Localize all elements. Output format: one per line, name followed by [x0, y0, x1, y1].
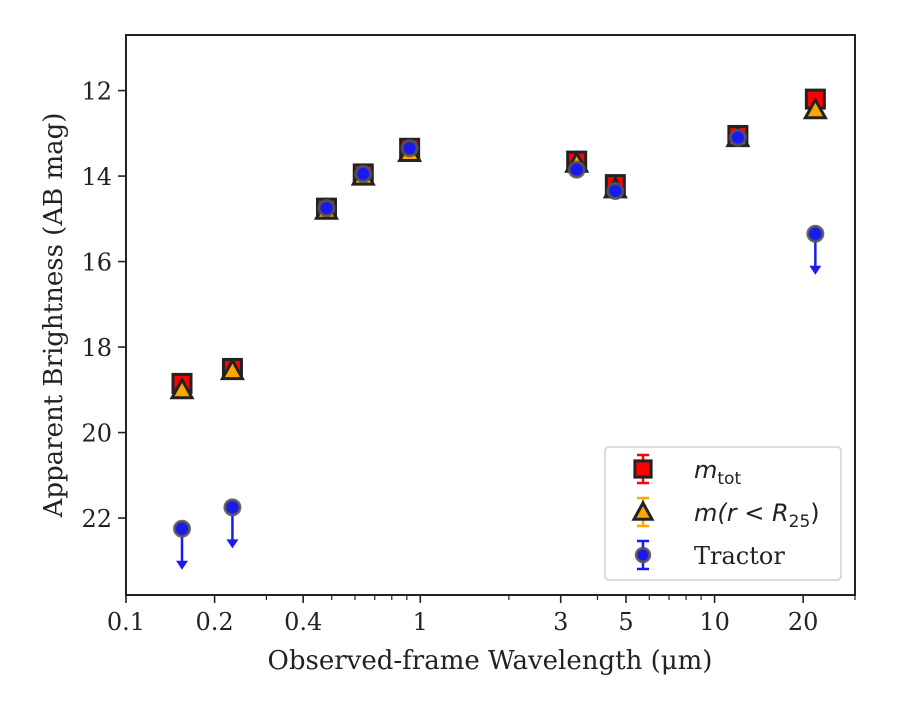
- x-tick-label: 10: [699, 608, 730, 636]
- legend-label: m(r < R25): [694, 499, 820, 532]
- y-tick-label: 12: [81, 78, 112, 106]
- y-axis-label: Apparent Brightness (AB mag): [39, 113, 69, 519]
- x-tick-label: 0.1: [107, 608, 145, 636]
- point-circle: [400, 139, 419, 158]
- point-circle: [223, 498, 242, 517]
- data-points-layer: [169, 88, 828, 570]
- x-tick-label: 5: [618, 608, 633, 636]
- legend-marker-square: [633, 459, 653, 479]
- legend-label: mtot: [694, 456, 741, 489]
- x-tick-label: 20: [788, 608, 819, 636]
- x-tick-label: 1: [413, 608, 428, 636]
- plot-frame: [125, 34, 856, 596]
- x-tick-label: 3: [553, 608, 568, 636]
- upper-limit-arrow-head: [226, 539, 239, 549]
- legend: mtot m(r < R25) Tractor: [604, 446, 842, 581]
- upper-limit-arrow-head: [809, 265, 822, 275]
- x-tick-label: 0.4: [284, 608, 322, 636]
- point-circle: [806, 224, 825, 243]
- y-tick-label: 14: [81, 163, 112, 191]
- y-tick-label: 22: [81, 505, 112, 533]
- upper-limit-arrow-head: [176, 560, 189, 570]
- legend-label: Tractor: [694, 542, 785, 570]
- point-triangle: [219, 357, 246, 381]
- y-tick-label: 18: [81, 334, 112, 362]
- y-tick-label: 16: [81, 249, 112, 277]
- point-circle: [606, 182, 625, 201]
- point-circle: [173, 519, 192, 538]
- legend-box: [604, 446, 842, 581]
- x-tick-label: 0.2: [196, 608, 234, 636]
- point-circle: [728, 128, 747, 147]
- legend-marker-circle: [634, 546, 652, 564]
- y-tick-label: 20: [81, 420, 112, 448]
- legend-marker-triangle: [631, 499, 655, 521]
- x-axis-label: Observed-frame Wavelength (μm): [268, 646, 713, 676]
- point-circle: [317, 199, 336, 218]
- axes-layer: 0.1 0.2 0.4 1 3 5 10 20 12 14 16 18 20 22: [81, 34, 856, 636]
- point-triangle: [169, 376, 195, 400]
- point-circle: [354, 164, 373, 183]
- point-triangle: [802, 96, 828, 120]
- point-circle: [567, 160, 586, 179]
